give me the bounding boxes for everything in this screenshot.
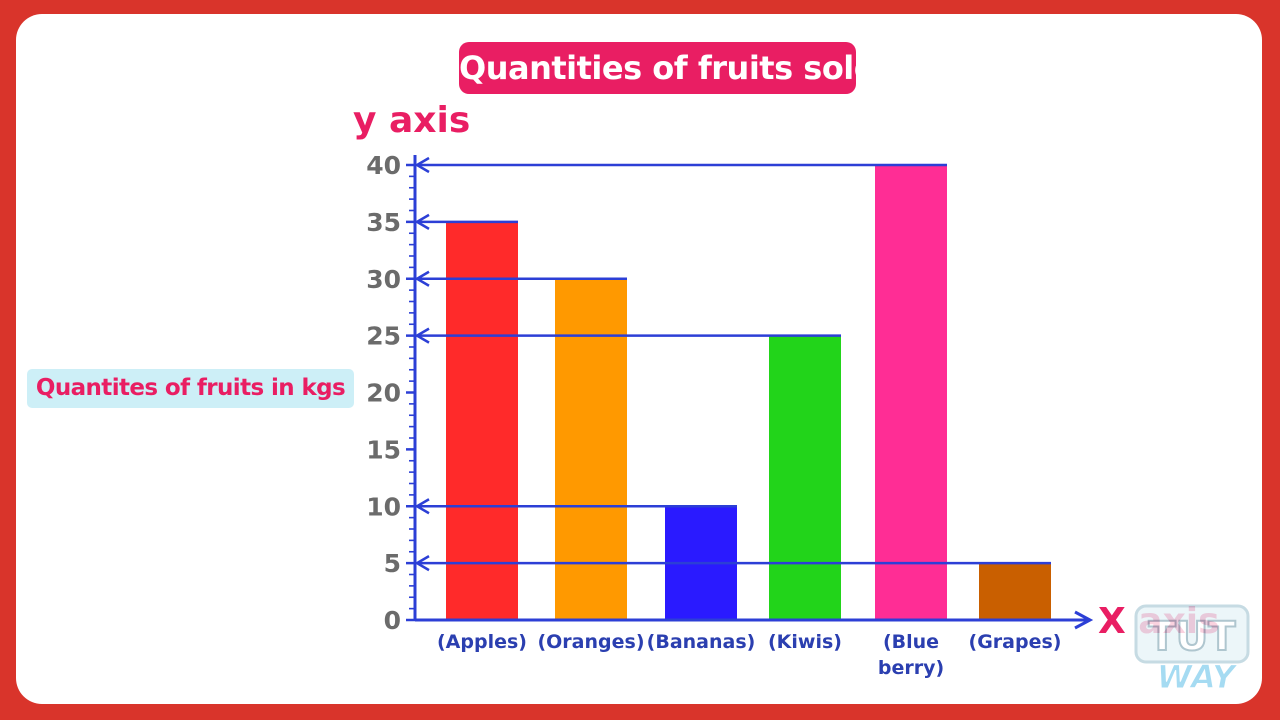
category-label: (Grapes) <box>969 631 1062 653</box>
y-tick-label: 40 <box>366 151 401 180</box>
bar <box>769 335 841 620</box>
reference-arrowhead <box>414 555 430 572</box>
svg-text:TUT: TUT <box>1148 614 1236 660</box>
y-tick-label: 35 <box>366 208 401 237</box>
bars <box>446 165 1051 620</box>
y-tick-label: 5 <box>384 549 401 578</box>
y-axis-name: y axis <box>353 100 470 141</box>
reference-arrowhead <box>414 327 430 344</box>
y-tick-label: 15 <box>366 435 401 464</box>
y-tick-label: 20 <box>366 379 401 408</box>
category-label: (Kiwis) <box>768 631 842 653</box>
chart-title: Quantities of fruits sold <box>459 42 877 94</box>
reference-arrows <box>414 156 1051 572</box>
tick-labels: 0 5 10 15 20 25 30 35 40 (Apples) (Oranges) (Banana… <box>366 151 1061 679</box>
x-axis-arrowhead <box>1074 610 1094 630</box>
bar <box>446 221 518 620</box>
svg-text:WAY: WAY <box>1157 658 1238 696</box>
y-axis-title: Quantites of fruits in kgs <box>27 369 354 408</box>
reference-arrowhead <box>414 270 430 287</box>
y-tick-label: 0 <box>384 606 401 635</box>
bar <box>555 278 627 620</box>
tut-way-logo-icon: TUT WAY <box>1134 604 1250 697</box>
reference-arrowhead <box>414 213 430 230</box>
category-label: (Bananas) <box>647 631 756 653</box>
y-tick-label: 10 <box>366 492 401 521</box>
y-tick-label: 25 <box>366 322 401 351</box>
bar <box>979 563 1051 620</box>
axes <box>406 155 1094 630</box>
category-label: (Oranges) <box>537 631 644 653</box>
reference-arrowhead <box>414 156 430 174</box>
y-tick-label: 30 <box>366 265 401 294</box>
category-label: (Apples) <box>437 631 527 653</box>
chart-board: Quantities of fruits sold Quantites of f… <box>16 14 1262 704</box>
category-label: (Blue berry) <box>878 631 944 679</box>
reference-arrowhead <box>414 498 430 515</box>
bar <box>875 165 947 620</box>
